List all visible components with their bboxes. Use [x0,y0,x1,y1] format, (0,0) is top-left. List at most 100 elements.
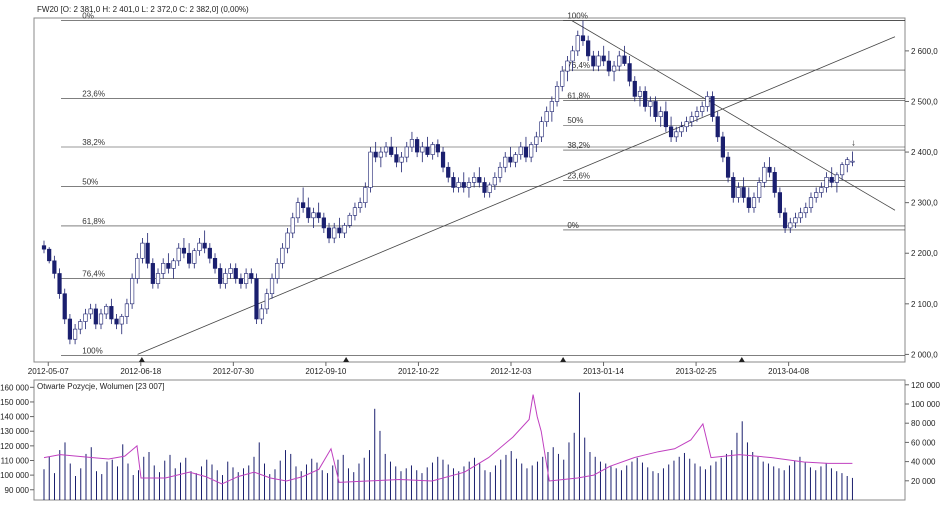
y-right-tick-label: 100 000 [911,400,940,409]
candle-body [249,273,254,279]
candle-body [145,242,150,264]
candle-body [534,136,539,145]
candle-body [404,146,409,158]
candle-body [166,263,171,269]
fib-right-label: 50% [567,116,583,125]
y-right-tick-label: 40 000 [911,458,936,467]
candle-body [731,177,736,198]
x-tick-label: 2012-07-30 [213,367,254,376]
x-tick-label: 2012-12-03 [491,367,532,376]
candle-body [586,40,591,57]
candle-body [762,166,767,183]
candle-body [720,136,725,158]
candle-body [565,60,570,72]
candle-body [606,60,611,72]
candle-body [264,293,269,310]
candle-body [456,182,461,188]
candle-body [368,151,373,188]
last-price-arrow: ↓ [851,138,856,148]
candle-body [109,306,114,320]
candle-body [430,144,435,155]
candle-body [772,171,777,193]
candle-body [114,318,119,325]
candle-body [715,116,720,138]
candle-body [67,318,73,340]
candle-body [155,273,161,284]
candle-body [513,154,518,163]
candle-body [301,202,306,209]
y-left-tick-label: 160 000 [0,383,29,392]
candle-body [425,146,430,155]
candle-body [228,268,233,274]
x-tick-label: 2013-04-08 [768,367,809,376]
candle-body [824,177,829,188]
y-tick-label: 2 600,0 [911,47,938,56]
candle-body [808,197,814,209]
y-tick-label: 2 300,0 [911,199,938,208]
trendline [137,36,896,355]
candle-body [782,212,788,229]
candle-body [192,250,197,264]
candle-body [834,174,840,183]
fib-right-label: 100% [567,12,587,21]
candle-body [78,321,83,330]
candle-body [689,116,694,123]
candle-body [617,55,622,67]
fib-left-label: 100% [82,346,102,355]
volume-chart-title: Otwarte Pozycje, Wolumen [23 007] [37,382,164,391]
candle-body [187,252,192,264]
candle-body [290,217,295,234]
x-marker-triangle [343,357,350,362]
candle-body [632,80,637,97]
y-tick-label: 2 500,0 [911,97,938,106]
fib-left-label: 38,2% [82,138,105,147]
candle-body [140,242,145,259]
candle-body [705,96,710,107]
candle-body [777,192,782,214]
x-tick-label: 2013-01-14 [583,367,624,376]
candle-body [409,139,415,148]
candle-body [736,187,741,198]
candle-body [658,111,663,117]
candle-body [363,187,368,203]
candle-body [653,101,658,117]
candle-body [383,146,389,153]
candle-body [218,268,223,284]
x-tick-label: 2012-10-22 [398,367,439,376]
candle-body [332,227,337,239]
candle-body [596,55,601,67]
candle-body [124,303,130,317]
candle-body [451,177,456,188]
candle-body [472,177,477,183]
candle-body [751,197,757,209]
candle-body [104,306,109,315]
candle-body [674,131,679,138]
candle-body [446,166,451,178]
y-left-tick-label: 130 000 [0,427,29,436]
candle-body [663,111,668,128]
candle-body [119,316,124,325]
candle-body [197,242,202,252]
candle-body [311,212,316,219]
candle-body [337,227,342,234]
fib-right-label: 61,8% [567,91,590,100]
x-marker-triangle [138,357,145,362]
candle-body [207,247,212,259]
fib-left-label: 0% [82,12,94,21]
candle-body [269,278,275,295]
y-left-tick-label: 120 000 [0,442,29,451]
candle-body [746,197,751,209]
y-left-tick-label: 110 000 [1,456,30,465]
candle-body [839,164,845,176]
candle-body [482,182,487,193]
candle-body [497,166,503,178]
y-left-tick-label: 150 000 [0,398,29,407]
candle-body [679,126,684,133]
candle-body [347,214,352,226]
candle-body [415,139,420,153]
candle-body [601,55,606,62]
candle-body [767,166,772,173]
candle-body [72,328,78,340]
fib-left-label: 76,4% [82,270,105,279]
